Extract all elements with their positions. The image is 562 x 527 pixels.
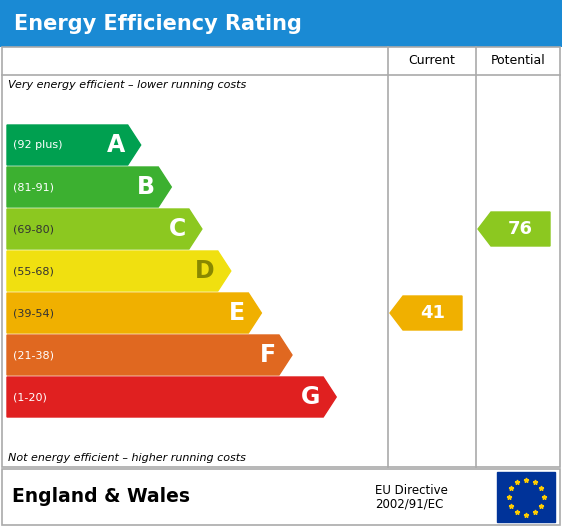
Polygon shape bbox=[478, 212, 550, 246]
Text: (21-38): (21-38) bbox=[13, 350, 54, 360]
Text: B: B bbox=[137, 175, 155, 199]
Text: 2002/91/EC: 2002/91/EC bbox=[375, 497, 443, 511]
Text: E: E bbox=[229, 301, 246, 325]
Text: Energy Efficiency Rating: Energy Efficiency Rating bbox=[14, 14, 302, 34]
Polygon shape bbox=[7, 167, 171, 207]
Text: Very energy efficient – lower running costs: Very energy efficient – lower running co… bbox=[8, 80, 246, 90]
Text: England & Wales: England & Wales bbox=[12, 487, 190, 506]
Text: D: D bbox=[195, 259, 215, 283]
Text: (1-20): (1-20) bbox=[13, 392, 47, 402]
Text: C: C bbox=[169, 217, 186, 241]
Text: G: G bbox=[301, 385, 320, 409]
Bar bbox=[0, 467, 562, 527]
Polygon shape bbox=[7, 125, 140, 165]
Text: (69-80): (69-80) bbox=[13, 224, 54, 234]
Text: (81-91): (81-91) bbox=[13, 182, 54, 192]
Polygon shape bbox=[7, 377, 336, 417]
Polygon shape bbox=[7, 251, 231, 291]
Polygon shape bbox=[390, 296, 462, 330]
Text: EU Directive: EU Directive bbox=[375, 483, 448, 496]
Text: Current: Current bbox=[409, 54, 455, 67]
Text: 41: 41 bbox=[420, 304, 445, 322]
Text: (92 plus): (92 plus) bbox=[13, 140, 62, 150]
Polygon shape bbox=[7, 293, 261, 333]
Bar bbox=[2, 47, 560, 467]
Polygon shape bbox=[7, 335, 292, 375]
Text: 76: 76 bbox=[508, 220, 533, 238]
Text: (55-68): (55-68) bbox=[13, 266, 54, 276]
Text: Not energy efficient – higher running costs: Not energy efficient – higher running co… bbox=[8, 453, 246, 463]
Polygon shape bbox=[7, 209, 202, 249]
Text: A: A bbox=[106, 133, 125, 157]
Text: Potential: Potential bbox=[491, 54, 545, 67]
Bar bbox=[0, 0, 562, 47]
Text: F: F bbox=[260, 343, 276, 367]
Bar bbox=[497, 472, 555, 522]
Text: (39-54): (39-54) bbox=[13, 308, 54, 318]
